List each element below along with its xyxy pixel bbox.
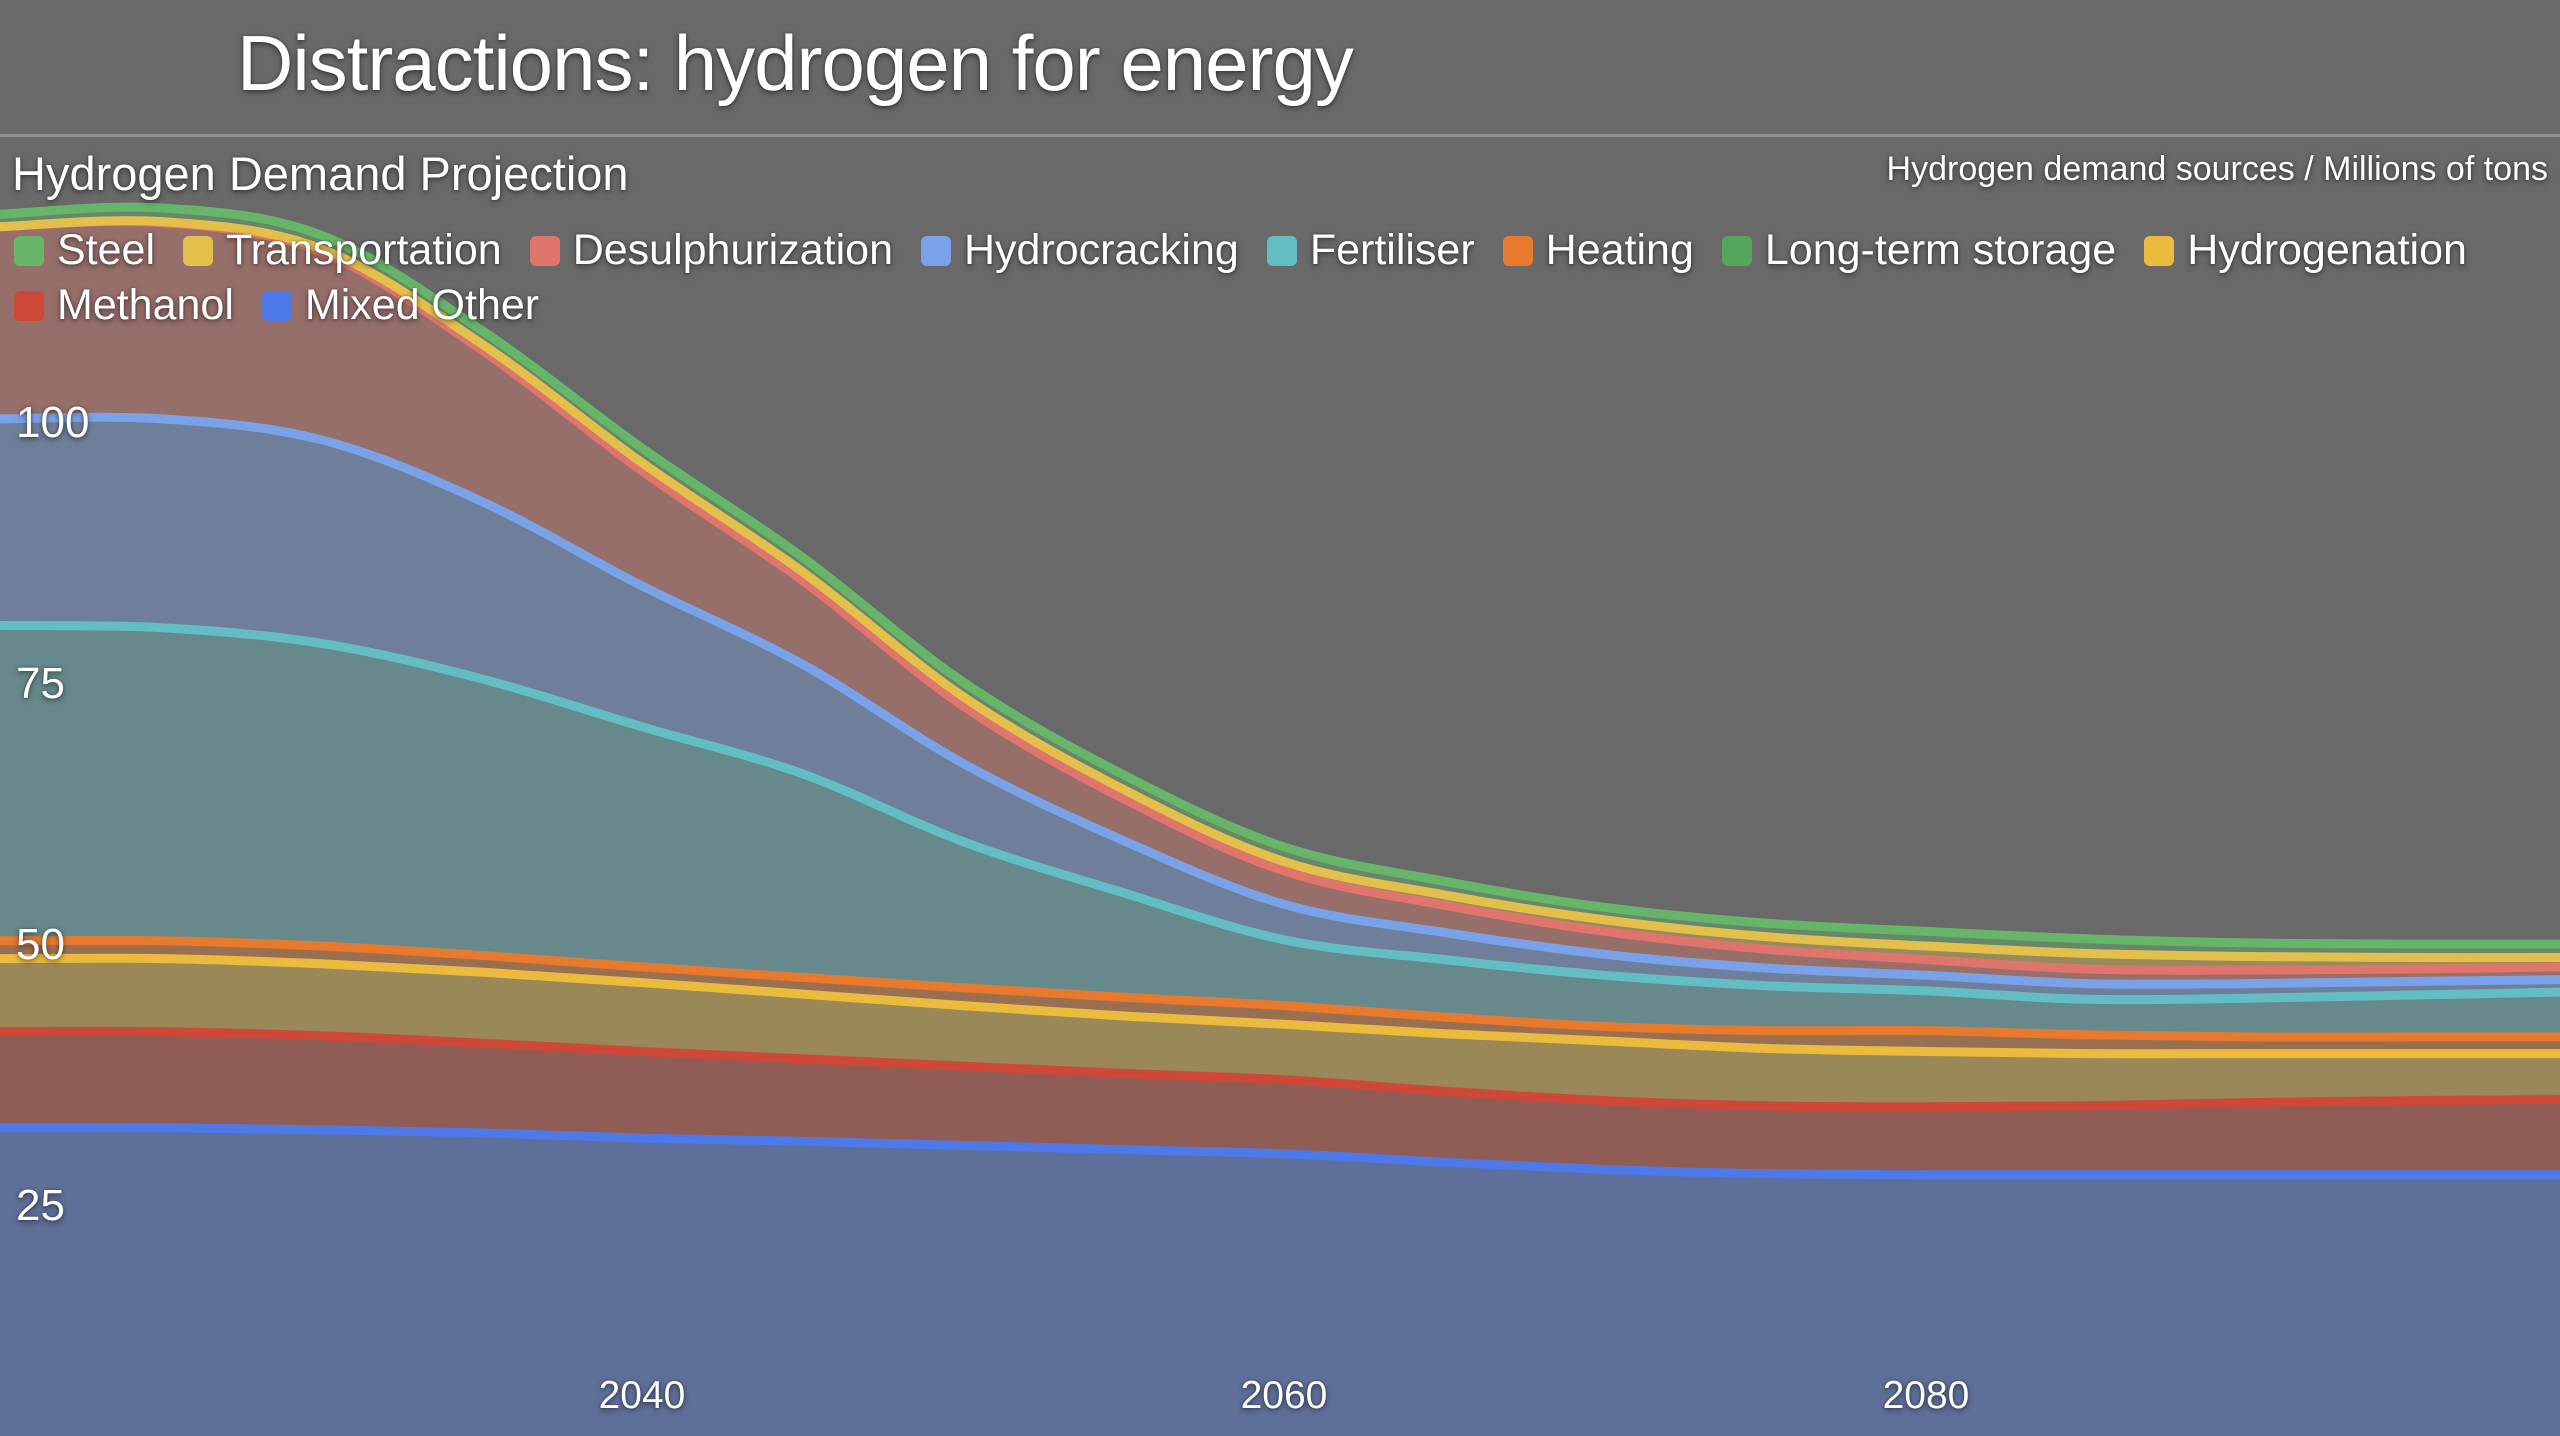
y-axis-label-25: 25 (16, 1181, 65, 1230)
legend-item-steel: Steel (14, 226, 156, 274)
legend-label: Steel (57, 226, 156, 274)
series-line-methanol (0, 1026, 2560, 1112)
legend-swatch-steel (14, 235, 44, 266)
y-axis-label-75: 75 (16, 659, 65, 708)
area-band-hydrogenation (0, 958, 2560, 1107)
legend-item-methanol: Methanol (14, 281, 234, 330)
legend-label: Heating (1545, 226, 1694, 274)
legend-item-desulphurization: Desulphurization (529, 226, 893, 274)
series-line-transportation (0, 216, 2560, 963)
legend-label: Hydrogenation (2187, 226, 2467, 274)
y-axis-label-100: 100 (16, 398, 90, 447)
chart-legend: Steel Transportation Desulphurization Hydro… (14, 226, 2552, 330)
legend-swatch-mixed-other (261, 290, 292, 321)
series-line-fertiliser (0, 621, 2560, 1005)
legend-item-transportation: Transportation (183, 226, 502, 274)
chart-title: Hydrogen Demand Projection (12, 147, 629, 200)
series-line-heating (0, 935, 2560, 1042)
legend-label: Long-term storage (1764, 226, 2117, 274)
legend-swatch-fertiliser (1266, 235, 1297, 266)
legend-label: Fertiliser (1309, 226, 1475, 274)
legend-label: Desulphurization (572, 226, 893, 274)
legend-label: Methanol (57, 281, 234, 330)
legend-item-heating: Heating (1502, 226, 1694, 274)
legend-swatch-transportation (183, 235, 214, 266)
series-line-mixed-other (0, 1123, 2560, 1180)
area-band-methanol (0, 1031, 2560, 1175)
x-axis-label-2040: 2040 (598, 1374, 686, 1417)
y-axis-label-50: 50 (16, 920, 65, 969)
x-axis-label-2080: 2080 (1882, 1374, 1970, 1417)
legend-swatch-hydrogenation (2144, 235, 2175, 266)
axis-unit-label: Hydrogen demand sources / Millions of to… (1886, 150, 2548, 188)
legend-swatch-hydrocracking (920, 235, 951, 266)
legend-label: Mixed Other (304, 281, 540, 330)
series-line-steel (0, 202, 2560, 949)
legend-swatch-long-term-storage (1721, 235, 1752, 266)
series-line-hydrogenation (0, 953, 2560, 1059)
legend-label: Hydrocracking (963, 226, 1239, 274)
legend-item-hydrocracking: Hydrocracking (920, 226, 1239, 274)
slide-title: Distractions: hydrogen for energy (237, 19, 1354, 107)
legend-item-long-term-storage: Long-term storage (1721, 226, 2117, 274)
legend-swatch-desulphurization (529, 235, 560, 266)
legend-label: Transportation (226, 226, 502, 274)
x-axis-label-2060: 2060 (1240, 1374, 1328, 1417)
legend-item-hydrogenation: Hydrogenation (2144, 226, 2467, 274)
header-divider (0, 134, 2560, 137)
series-line-hydrocracking (0, 412, 2560, 989)
area-band-hydrocracking (0, 417, 2560, 1000)
area-band-desulphurization (0, 221, 2560, 985)
legend-swatch-methanol (14, 290, 44, 321)
series-line-desulphurization (0, 216, 2560, 975)
area-band-mixed-other (0, 1127, 2560, 1436)
legend-item-mixed-other: Mixed Other (261, 281, 540, 330)
legend-swatch-heating (1502, 235, 1533, 266)
legend-item-fertiliser: Fertiliser (1266, 226, 1475, 274)
